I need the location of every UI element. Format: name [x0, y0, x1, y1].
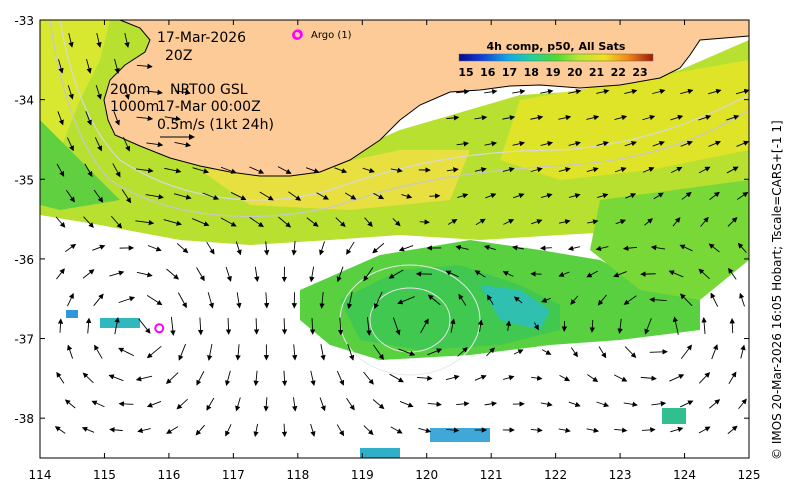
y-tick-label: -38 — [14, 412, 34, 426]
date-label: 17-Mar-2026 — [157, 30, 246, 46]
depth-label-1000: 1000m — [110, 99, 159, 115]
colorbar-tick-label: 21 — [589, 66, 604, 79]
x-tick-label: 120 — [415, 468, 438, 482]
y-tick-label: -33 — [14, 14, 34, 28]
sst-pixels — [360, 448, 400, 458]
colorbar-title: 4h comp, p50, All Sats — [487, 40, 626, 53]
x-tick-label: 118 — [286, 468, 309, 482]
colorbar-tick-label: 18 — [524, 66, 539, 79]
x-tick-label: 124 — [673, 468, 696, 482]
colorbar-tick-label: 22 — [611, 66, 626, 79]
x-tick-label: 119 — [351, 468, 374, 482]
x-tick-label: 114 — [29, 468, 52, 482]
x-tick-label: 121 — [480, 468, 503, 482]
y-tick-label: -35 — [14, 173, 34, 187]
current-arrow — [541, 248, 552, 249]
x-tick-label: 123 — [609, 468, 632, 482]
x-tick-label: 117 — [222, 468, 245, 482]
scale-arrow-label: 0.5m/s (1kt 24h) — [157, 117, 274, 133]
x-tick-label: 115 — [93, 468, 116, 482]
colorbar-ticks: 15 16 17 18 19 20 21 22 23 — [458, 66, 647, 79]
y-tick-label: -34 — [14, 94, 34, 108]
hour-label: 20Z — [165, 48, 192, 64]
sst-pixels — [100, 318, 140, 328]
credit-text: © IMOS 20-Mar-2026 16:05 Hobart; Tscale=… — [770, 120, 784, 460]
colorbar-tick-label: 20 — [567, 66, 583, 79]
y-tick-label: -36 — [14, 253, 34, 267]
depth-label-200: 200m — [110, 82, 150, 98]
sst-pixels — [66, 310, 78, 318]
x-tick-label: 116 — [157, 468, 180, 482]
colorbar-tick-label: 17 — [502, 66, 517, 79]
x-tick-label: 125 — [738, 468, 761, 482]
colorbar-tick-label: 19 — [545, 66, 560, 79]
current-arrow — [284, 318, 285, 334]
colorbar-tick-label: 23 — [632, 66, 647, 79]
colorbar-tick-label: 16 — [480, 66, 496, 79]
product-time-label: 17-Mar 00:00Z — [157, 99, 261, 115]
sst-pixels — [662, 408, 686, 424]
colorbar — [459, 54, 653, 61]
colorbar-tick-label: 15 — [458, 66, 473, 79]
x-tick-label: 122 — [544, 468, 567, 482]
y-tick-label: -37 — [14, 333, 34, 347]
argo-legend-label: Argo (1) — [311, 30, 352, 41]
product-label: NRT00 GSL — [170, 82, 248, 98]
current-arrow — [256, 318, 257, 334]
current-arrow — [284, 424, 285, 436]
